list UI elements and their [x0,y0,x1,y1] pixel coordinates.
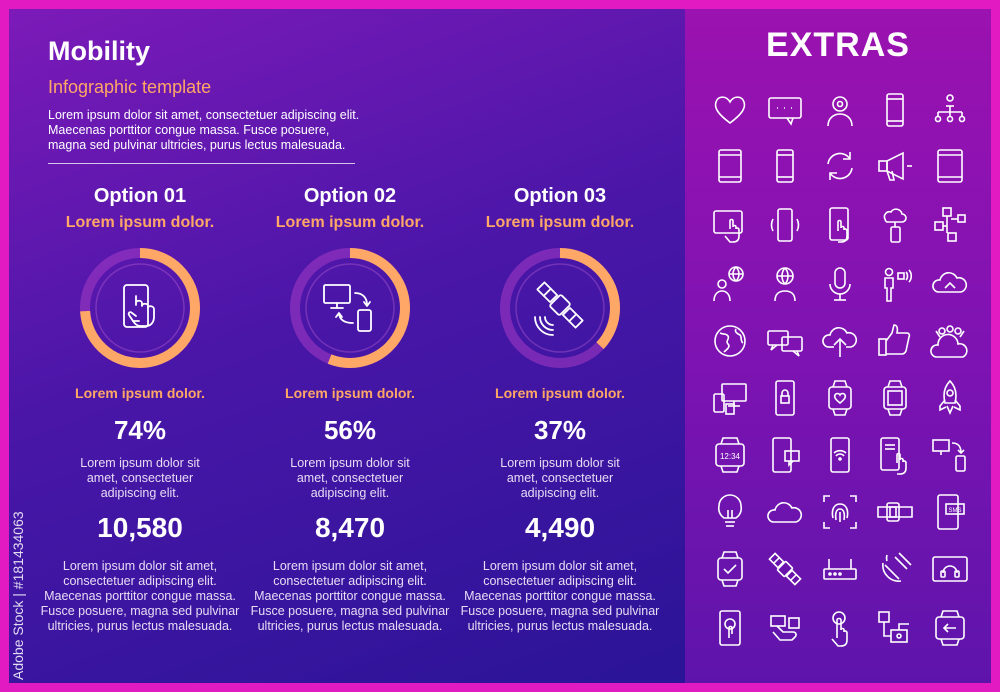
speaker-person-icon [875,264,915,304]
screen-sync-icon [930,435,970,475]
router-icon [820,549,860,589]
megaphone-icon [875,146,915,186]
watch-heart-icon [820,378,860,418]
option-number: 10,580 [97,512,183,543]
hand-phone-icon [765,608,805,648]
phone-lock-icon [765,378,805,418]
heart-icon [710,90,750,130]
globe-person-icon [765,264,805,304]
option-label: Lorem ipsum dolor. [285,385,415,401]
microphone-icon [820,264,860,304]
option-label: Lorem ipsum dolor. [495,385,625,401]
ring-inner [515,263,605,353]
option-title: Option 01 [93,185,187,207]
stock-watermark: Adobe Stock | #181434063 [10,460,34,680]
intro-text: Lorem ipsum dolor sit amet, consectetuer… [48,108,360,152]
phone-tap-2-icon [710,608,750,648]
watch-time-icon: 12:34 [710,435,750,475]
smartphone-icon [875,90,915,130]
globe-icon [710,321,750,361]
option-long-description: Lorem ipsum dolor sit amet, consectetuer… [250,559,450,633]
option-percent: 56% [323,415,377,445]
satellite-icon [534,281,584,336]
option-heading: Lorem ipsum dolor. [485,214,635,231]
watch-check-icon [710,549,750,589]
ring-progress [80,248,200,368]
phone-touch-doc-icon [875,435,915,475]
left-panel [9,9,685,683]
refresh-cycle-icon [820,146,860,186]
chat-bubble-icon [765,90,805,130]
finger-tap-icon [820,608,860,648]
smartwatch-icon [875,378,915,418]
phone-message-icon [765,435,805,475]
progress-ring [290,248,410,368]
option-long-description: Lorem ipsum dolor sit amet, consectetuer… [460,559,660,633]
svg-text:SMS: SMS [948,508,961,514]
rocket-icon [930,378,970,418]
phone-cloud-icon [875,205,915,245]
ring-inner [305,263,395,353]
user-globe-icon [710,264,750,304]
bulb-icon [710,492,750,532]
progress-ring [80,248,200,368]
ring-inner [95,263,185,353]
wrist-watch-icon [875,492,915,532]
option-heading: Lorem ipsum dolor. [275,214,425,231]
phone-icon [765,146,805,186]
option-title: Option 03 [513,185,607,207]
network-nodes-icon [930,205,970,245]
option-short-description: Lorem ipsum dolor sit amet, consectetuer… [290,456,410,500]
cloud-upload-icon [930,264,970,304]
option-column: Option 03 Lorem ipsum dolor. Lorem ipsum… [460,185,660,633]
stock-id-text: Adobe Stock | #181434063 [10,511,26,680]
cloud-crowd-icon [930,321,970,361]
phone-vibrate-icon [765,205,805,245]
option-title: Option 02 [303,185,397,207]
ring-progress [290,248,410,368]
option-label: Lorem ipsum dolor. [75,385,205,401]
watch-back-icon [930,608,970,648]
page-title: Mobility [48,36,150,66]
devices-icon [710,378,750,418]
option-long-description: Lorem ipsum dolor sit amet, consectetuer… [40,559,240,633]
fingerprint-icon [820,492,860,532]
satellite-dish-icon [875,549,915,589]
satellite-small-icon [765,549,805,589]
option-short-description: Lorem ipsum dolor sit amet, consectetuer… [80,456,200,500]
watch-time-text: 12:34 [720,452,741,461]
divider [48,163,355,164]
option-column: Option 02 Lorem ipsum dolor. Lorem ipsum… [250,185,450,633]
chat-pair-icon [765,321,805,361]
phone-tap-icon [820,205,860,245]
option-percent: 37% [533,415,587,445]
sms-phone-icon: SMS [930,492,970,532]
extras-icon-grid: 12:34 SMS [705,88,975,668]
network-device-icon [875,608,915,648]
option-number: 4,490 [524,512,596,543]
ring-progress [500,248,620,368]
cloud-icon [765,492,805,532]
option-percent: 74% [113,415,167,445]
page-subtitle: Infographic template [48,77,212,97]
tablet-touch-icon [710,205,750,245]
tablet-music-icon [930,549,970,589]
option-short-description: Lorem ipsum dolor sit amet, consectetuer… [500,456,620,500]
cloud-up-arrow-icon [820,321,860,361]
device-sync-icon [323,284,372,332]
option-column: Option 01 Lorem ipsum dolor. Lorem ipsum… [40,185,240,633]
phone-wifi-icon [820,435,860,475]
option-number: 8,470 [314,512,386,543]
tablet-icon [710,146,750,186]
tablet-frame-icon [930,146,970,186]
progress-ring [500,248,620,368]
option-heading: Lorem ipsum dolor. [65,214,215,231]
user-pin-icon [820,90,860,130]
extras-title: EXTRAS [766,26,910,64]
phone-touch-icon [123,284,155,328]
org-chart-icon [930,90,970,130]
thumbs-up-icon [875,321,915,361]
